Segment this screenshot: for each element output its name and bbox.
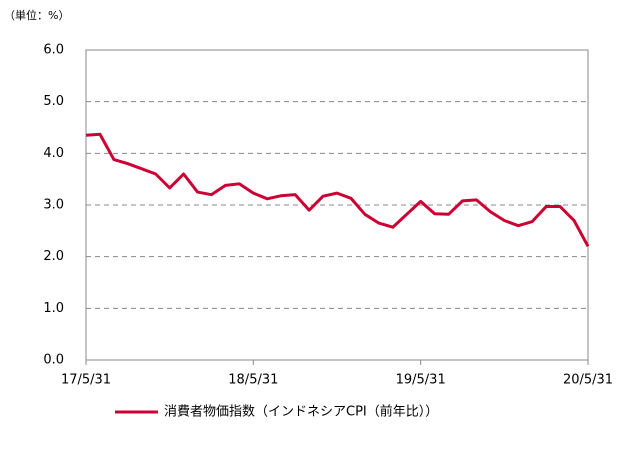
x-tick-label: 19/5/31: [396, 373, 446, 388]
x-tick-label: 20/5/31: [563, 373, 613, 388]
legend-label: 消費者物価指数（インドネシアCPI（前年比））: [164, 404, 438, 420]
x-tick-label: 18/5/31: [228, 373, 278, 388]
y-tick-label: 0.0: [43, 353, 64, 368]
y-tick-label: 5.0: [43, 94, 64, 109]
y-tick-label: 6.0: [43, 43, 64, 58]
unit-label: （単位：%）: [4, 8, 69, 22]
y-tick-label: 1.0: [43, 301, 64, 316]
y-tick-label: 2.0: [43, 249, 64, 264]
data-line: [85, 132, 590, 248]
x-tick-label: 17/5/31: [61, 373, 111, 388]
y-tick-label: 3.0: [43, 198, 64, 213]
y-tick-label: 4.0: [43, 146, 64, 161]
plot-frame: [85, 49, 589, 361]
